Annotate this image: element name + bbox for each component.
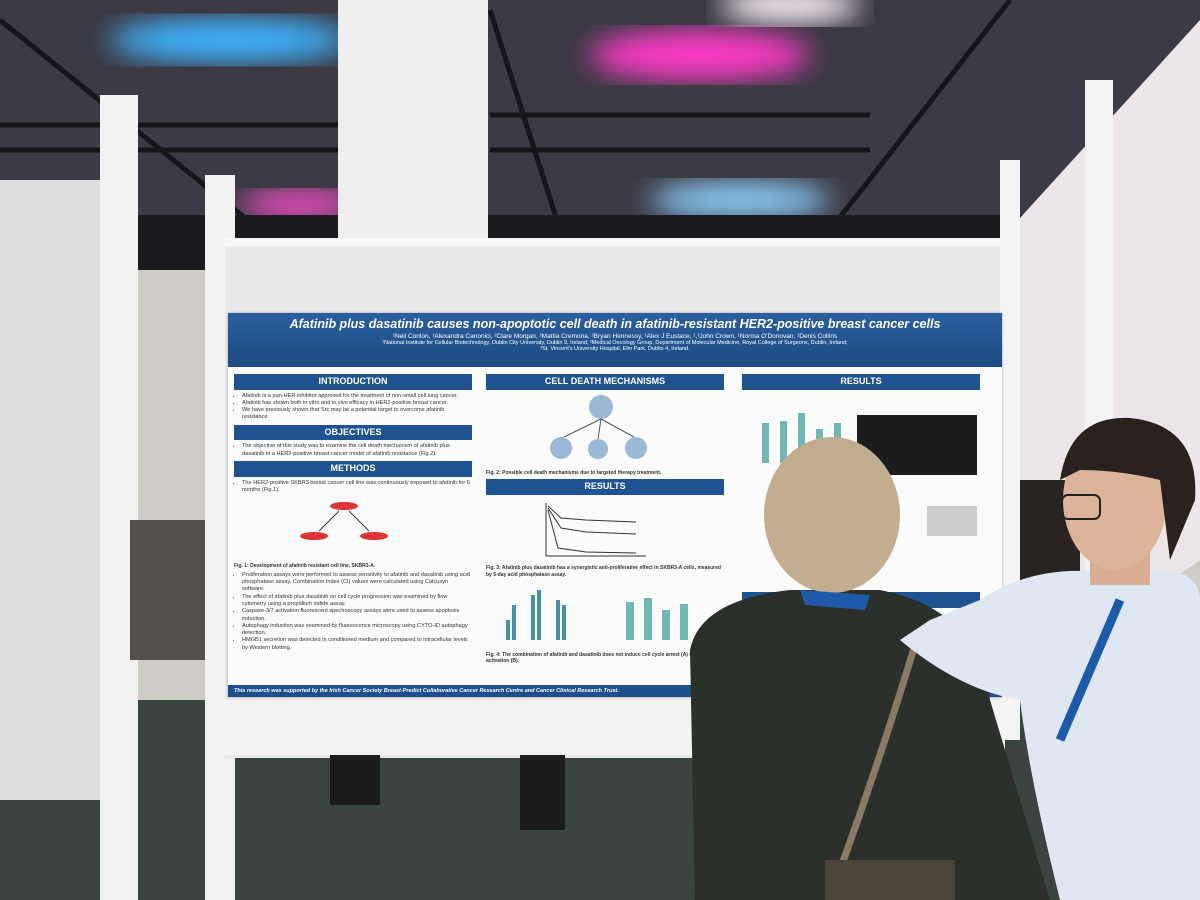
poster: Afatinib plus dasatinib causes non-apopt… xyxy=(228,313,1002,697)
affiliation: ³St. Vincent's University Hospital, Elm … xyxy=(540,346,690,352)
figure xyxy=(550,394,647,459)
bullet: The effect of afatinib plus dasatinib on… xyxy=(242,594,472,609)
section-heading: RESULTS xyxy=(486,479,724,496)
poster-authors: ¹Neil Conlon, ¹Alexandra Canonici, ²Clar… xyxy=(392,333,838,340)
affiliation: ¹National Institute for Cellular Biotech… xyxy=(382,340,848,346)
figure-caption: Fig. 2: Possible cell death mechanisms d… xyxy=(486,469,662,476)
bullet: HMGB1 secretion was detected in conditio… xyxy=(242,637,472,652)
bullet: The HER2-positive SKBR3 breast cancer ce… xyxy=(242,480,472,495)
bullet: We have previously shown that Src may be… xyxy=(242,407,472,422)
bullet: Caspase-3/7 activation fluorescent spect… xyxy=(242,608,472,623)
section-heading: CELL DEATH MECHANISMS xyxy=(486,374,724,390)
left-column: INTRODUCTION Afatinib is a pan-HER inhib… xyxy=(234,371,472,652)
poster-title: Afatinib plus dasatinib causes non-apopt… xyxy=(289,317,941,331)
middle-column: CELL DEATH MECHANISMS Fig. 2: Possible c… xyxy=(486,371,724,667)
bullet: Autophagy induction was examined by fluo… xyxy=(242,623,472,638)
bullet: The objective of this study was to exami… xyxy=(242,443,472,458)
figure-caption: Fig. 1: Development of afatinib resistan… xyxy=(234,563,376,570)
section-heading: RESULTS xyxy=(742,374,980,390)
bullet: Afatinib is a pan-HER inhibitor approved… xyxy=(242,393,472,400)
section-heading: OBJECTIVES xyxy=(234,424,472,441)
poster-header: Afatinib plus dasatinib causes non-apopt… xyxy=(228,313,1002,367)
bullet-list: Proliferation assays were performed to a… xyxy=(234,572,472,652)
section-heading: METHODS xyxy=(234,460,472,477)
figure xyxy=(927,505,977,536)
figure xyxy=(506,590,688,641)
bullet-list: The objective of this study was to exami… xyxy=(234,443,472,458)
figure-caption: Fig. 4: The combination of afatinib and … xyxy=(486,651,724,665)
figure xyxy=(300,502,388,541)
section-heading: INTRODUCTION xyxy=(234,374,472,390)
figure-caption: Fig. 3: Afatinib plus dasatinib has a sy… xyxy=(486,565,721,578)
bullet: Proliferation assays were performed to a… xyxy=(242,572,472,594)
bullet: Afatinib has shown both in vitro and in … xyxy=(242,400,472,407)
bullet-list: Afatinib is a pan-HER inhibitor approved… xyxy=(234,393,472,422)
figure xyxy=(545,503,646,557)
